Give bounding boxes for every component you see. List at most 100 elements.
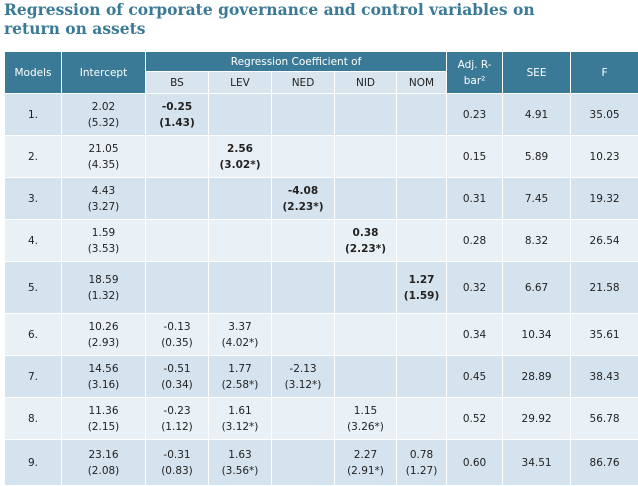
intercept-t-stat: (5.32) (62, 115, 145, 131)
cell-nom (397, 94, 447, 136)
cell-adj-r-bar: 0.23 (447, 94, 503, 136)
bs-t-stat: (1.12) (146, 419, 208, 435)
nid-t-stat: (3.26*) (335, 419, 396, 435)
table-row: 2. 21.05(4.35) 2.56(3.02*) 0.15 5.89 10.… (5, 136, 638, 178)
intercept-t-stat: (2.08) (62, 463, 145, 479)
intercept-t-stat: (3.53) (62, 241, 145, 257)
bs-t-stat: (0.35) (146, 335, 208, 351)
lev-t-stat: (4.02*) (209, 335, 271, 351)
intercept-value: 2.02 (62, 99, 145, 115)
cell-ned (272, 314, 335, 356)
cell-see: 28.89 (503, 356, 571, 398)
nid-t-stat: (2.91*) (335, 463, 396, 479)
bs-value: -0.51 (146, 361, 208, 377)
cell-ned (272, 220, 335, 262)
title-line-1: Regression of corporate governance and c… (4, 0, 604, 19)
cell-f: 19.32 (571, 178, 638, 220)
intercept-t-stat: (4.35) (62, 157, 145, 173)
nom-value: 0.78 (397, 447, 446, 463)
cell-lev (209, 262, 272, 314)
bs-t-stat: (1.43) (146, 115, 208, 131)
cell-adj-r-bar: 0.32 (447, 262, 503, 314)
cell-bs (146, 178, 209, 220)
intercept-t-stat: (2.93) (62, 335, 145, 351)
cell-nid (335, 178, 397, 220)
cell-ned (272, 262, 335, 314)
cell-intercept: 4.43(3.27) (62, 178, 146, 220)
intercept-value: 14.56 (62, 361, 145, 377)
intercept-value: 10.26 (62, 319, 145, 335)
ned-value: -4.08 (272, 183, 334, 199)
lev-t-stat: (3.12*) (209, 419, 271, 435)
ned-t-stat: (3.12*) (272, 377, 334, 393)
cell-lev: 1.61(3.12*) (209, 398, 272, 440)
cell-bs (146, 220, 209, 262)
cell-intercept: 2.02(5.32) (62, 94, 146, 136)
cell-intercept: 21.05(4.35) (62, 136, 146, 178)
cell-nid (335, 356, 397, 398)
table-row: 5. 18.59(1.32) 1.27(1.59) 0.32 6.67 21.5… (5, 262, 638, 314)
table-row: 3. 4.43(3.27) -4.08(2.23*) 0.31 7.45 19.… (5, 178, 638, 220)
cell-nom (397, 220, 447, 262)
ned-value: -2.13 (272, 361, 334, 377)
cell-model: 8. (5, 398, 62, 440)
cell-model: 3. (5, 178, 62, 220)
cell-nom (397, 398, 447, 440)
cell-nom (397, 356, 447, 398)
cell-see: 4.91 (503, 94, 571, 136)
table-row: 8. 11.36(2.15) -0.23(1.12) 1.61(3.12*) 1… (5, 398, 638, 440)
cell-see: 10.34 (503, 314, 571, 356)
header-see: SEE (503, 52, 571, 94)
intercept-t-stat: (3.16) (62, 377, 145, 393)
cell-adj-r-bar: 0.52 (447, 398, 503, 440)
intercept-value: 4.43 (62, 183, 145, 199)
cell-ned (272, 136, 335, 178)
cell-nom (397, 314, 447, 356)
subheader-nom: NOM (397, 72, 447, 94)
intercept-value: 11.36 (62, 403, 145, 419)
cell-f: 56.78 (571, 398, 638, 440)
cell-nid (335, 262, 397, 314)
bs-value: -0.25 (146, 99, 208, 115)
intercept-value: 1.59 (62, 225, 145, 241)
cell-ned (272, 94, 335, 136)
cell-adj-r-bar: 0.34 (447, 314, 503, 356)
lev-t-stat: (3.56*) (209, 463, 271, 479)
lev-value: 3.37 (209, 319, 271, 335)
cell-f: 35.61 (571, 314, 638, 356)
cell-nom (397, 178, 447, 220)
regression-table: Models Intercept Regression Coefficient … (4, 51, 638, 486)
cell-lev: 3.37(4.02*) (209, 314, 272, 356)
cell-ned (272, 398, 335, 440)
cell-intercept: 1.59(3.53) (62, 220, 146, 262)
table-row: 1. 2.02(5.32) -0.25(1.43) 0.23 4.91 35.0… (5, 94, 638, 136)
subheader-ned: NED (272, 72, 335, 94)
cell-intercept: 10.26(2.93) (62, 314, 146, 356)
nid-value: 1.15 (335, 403, 396, 419)
lev-value: 1.77 (209, 361, 271, 377)
bs-value: -0.31 (146, 447, 208, 463)
cell-see: 8.32 (503, 220, 571, 262)
header-adj-r-bar-line-1: Adj. R- (447, 57, 502, 73)
cell-bs: -0.13(0.35) (146, 314, 209, 356)
nid-value: 2.27 (335, 447, 396, 463)
cell-see: 5.89 (503, 136, 571, 178)
lev-t-stat: (2.58*) (209, 377, 271, 393)
cell-bs (146, 136, 209, 178)
cell-model: 2. (5, 136, 62, 178)
bs-t-stat: (0.83) (146, 463, 208, 479)
cell-bs (146, 262, 209, 314)
cell-bs: -0.25(1.43) (146, 94, 209, 136)
intercept-t-stat: (1.32) (62, 288, 145, 304)
cell-f: 26.54 (571, 220, 638, 262)
cell-adj-r-bar: 0.45 (447, 356, 503, 398)
cell-see: 7.45 (503, 178, 571, 220)
cell-nid (335, 314, 397, 356)
bs-value: -0.13 (146, 319, 208, 335)
cell-nom (397, 136, 447, 178)
title-line-2: return on assets (4, 19, 604, 38)
lev-value: 1.63 (209, 447, 271, 463)
nom-value: 1.27 (397, 272, 446, 288)
cell-lev: 2.56(3.02*) (209, 136, 272, 178)
cell-nid (335, 94, 397, 136)
